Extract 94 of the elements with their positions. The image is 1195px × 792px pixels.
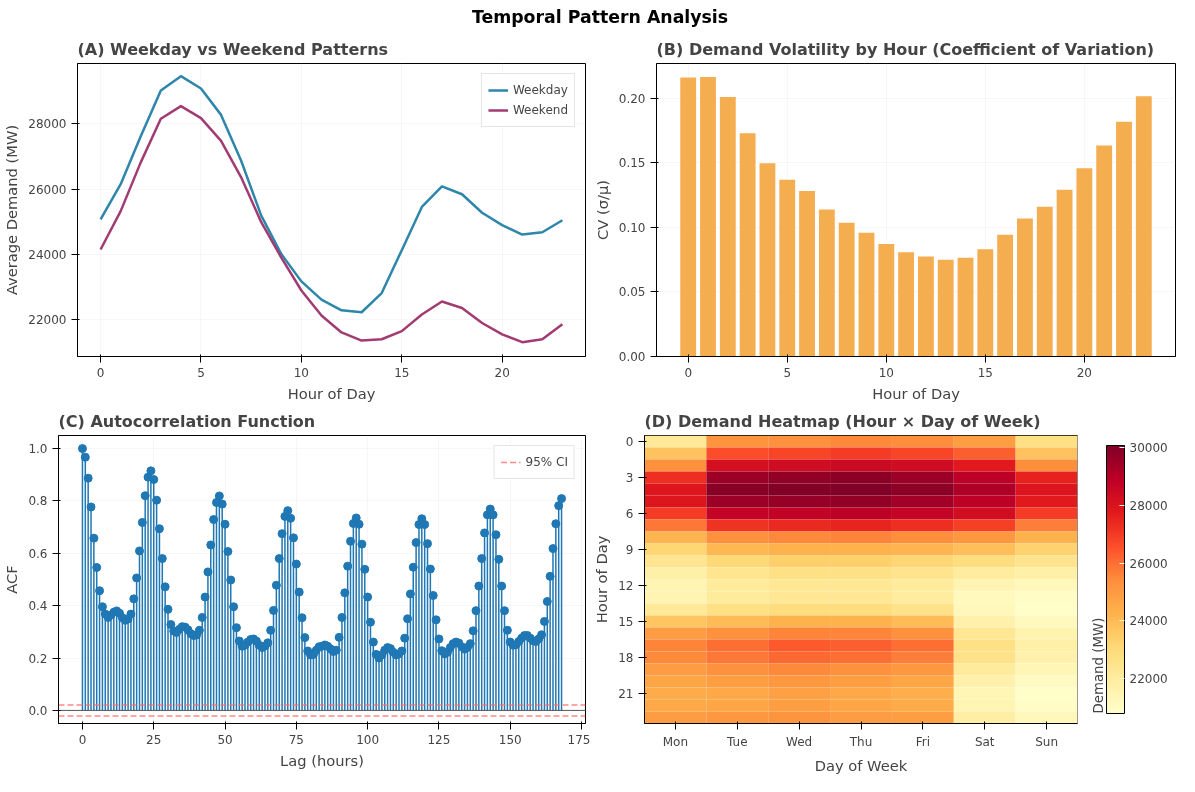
y-tick-label: 0.8 [28,494,48,509]
x-tick-label: Thu [848,734,873,749]
x-tick-label: 125 [427,732,451,747]
y-tick-label: 15 [618,615,634,629]
bar [957,257,974,357]
bar [997,234,1014,357]
x-tick-label: 0 [684,365,693,380]
legend-label: 95% CI [525,455,568,469]
bar [1135,96,1152,357]
color-bar-label: 26000 [1129,556,1168,571]
bar [1017,218,1033,357]
x-tick-label: 5 [197,365,205,380]
x-tick-label: 0 [78,732,87,747]
x-tick-label: 175 [567,732,591,747]
x-tick-label: Mon [662,734,689,749]
bar [1056,189,1073,357]
x-tick-label: 50 [217,732,233,747]
x-axis-title: Day of Week [814,756,908,774]
bar [917,256,934,357]
x-axis-title: Hour of Day [287,384,376,402]
legend-label: Weekend [512,103,568,117]
color-bar-title: Demand (MW) [1090,617,1106,714]
y-tick-label: 24000 [28,247,67,262]
bar [977,249,994,357]
bar [739,133,756,357]
color-bar-label: 24000 [1129,614,1168,629]
color-bar-label: 30000 [1129,441,1168,456]
chart-title: (D) Demand Heatmap (Hour × Day of Week) [644,411,1041,431]
chart-title: (A) Weekday vs Weekend Patterns [77,39,389,59]
text: Temporal Pattern Analysis [471,6,729,29]
y-axis-title: ACF [3,565,21,594]
y-axis-title: CV (σ/μ) [593,180,611,240]
x-tick-label: 150 [498,732,522,747]
bar [858,232,875,357]
y-tick-label: 0.6 [28,546,48,561]
x-tick-label: 15 [394,365,410,380]
y-tick-label: 0 [625,435,634,449]
x-tick-label: 10 [293,365,310,380]
bar [779,179,796,357]
bar [1036,206,1053,357]
y-axis-title: Hour of Day [593,535,611,624]
legend-label: Weekday [512,83,568,97]
chart-title: (C) Autocorrelation Function [58,411,316,431]
bar [799,190,815,357]
y-tick-label: 0.00 [618,350,646,364]
chart-title: (B) Demand Volatility by Hour (Coefficient of Variation) [656,39,1155,59]
bar [759,163,776,357]
y-tick-label: 3 [625,471,634,485]
x-tick-label: 15 [977,365,993,380]
bar [1116,121,1132,357]
y-tick-label: 0.10 [618,220,646,235]
y-tick-label: 26000 [28,182,67,197]
bar [818,209,835,357]
x-tick-label: Sat [974,734,995,749]
x-tick-label: 100 [356,732,380,747]
x-axis-title: Hour of Day [872,384,961,402]
x-tick-label: Tue [726,734,748,749]
y-tick-label: 9 [625,543,634,557]
bar [878,244,895,357]
x-tick-label: 75 [288,732,304,747]
bar [700,76,716,357]
x-tick-label: Fri [915,734,931,749]
y-tick-label: 0.0 [28,703,48,718]
y-tick-label: 12 [618,579,634,593]
y-tick-label: 22000 [28,312,67,327]
y-tick-label: 0.20 [618,91,646,106]
y-tick-label: 0.15 [618,156,646,171]
bar [838,222,855,357]
x-tick-label: 25 [146,732,162,747]
x-tick-label: 0 [96,365,105,380]
y-tick-label: 6 [625,507,634,521]
bar [1076,168,1093,357]
y-tick-label: 0.05 [618,285,646,300]
color-bar-label: 22000 [1129,672,1168,687]
bar [680,77,697,357]
x-tick-label: 20 [1076,365,1093,380]
x-tick-label: 10 [878,365,894,380]
x-tick-label: Sun [1035,734,1058,749]
bar [937,259,954,357]
y-axis-title: Average Demand (MW) [3,124,21,296]
y-tick-label: 18 [618,651,634,665]
y-tick-label: 0.4 [28,599,48,614]
x-tick-label: 20 [494,365,510,380]
color-bar-label: 28000 [1129,498,1168,513]
bar [898,252,915,357]
y-tick-label: 28000 [28,117,67,132]
y-tick-label: 21 [618,687,634,701]
y-tick-label: 0.2 [28,651,48,666]
x-tick-label: Wed [786,734,813,749]
x-tick-label: 5 [783,365,792,380]
bar [719,96,736,357]
y-tick-label: 1.0 [28,442,48,457]
bar [1096,145,1113,357]
x-axis-title: Lag (hours) [280,751,364,769]
